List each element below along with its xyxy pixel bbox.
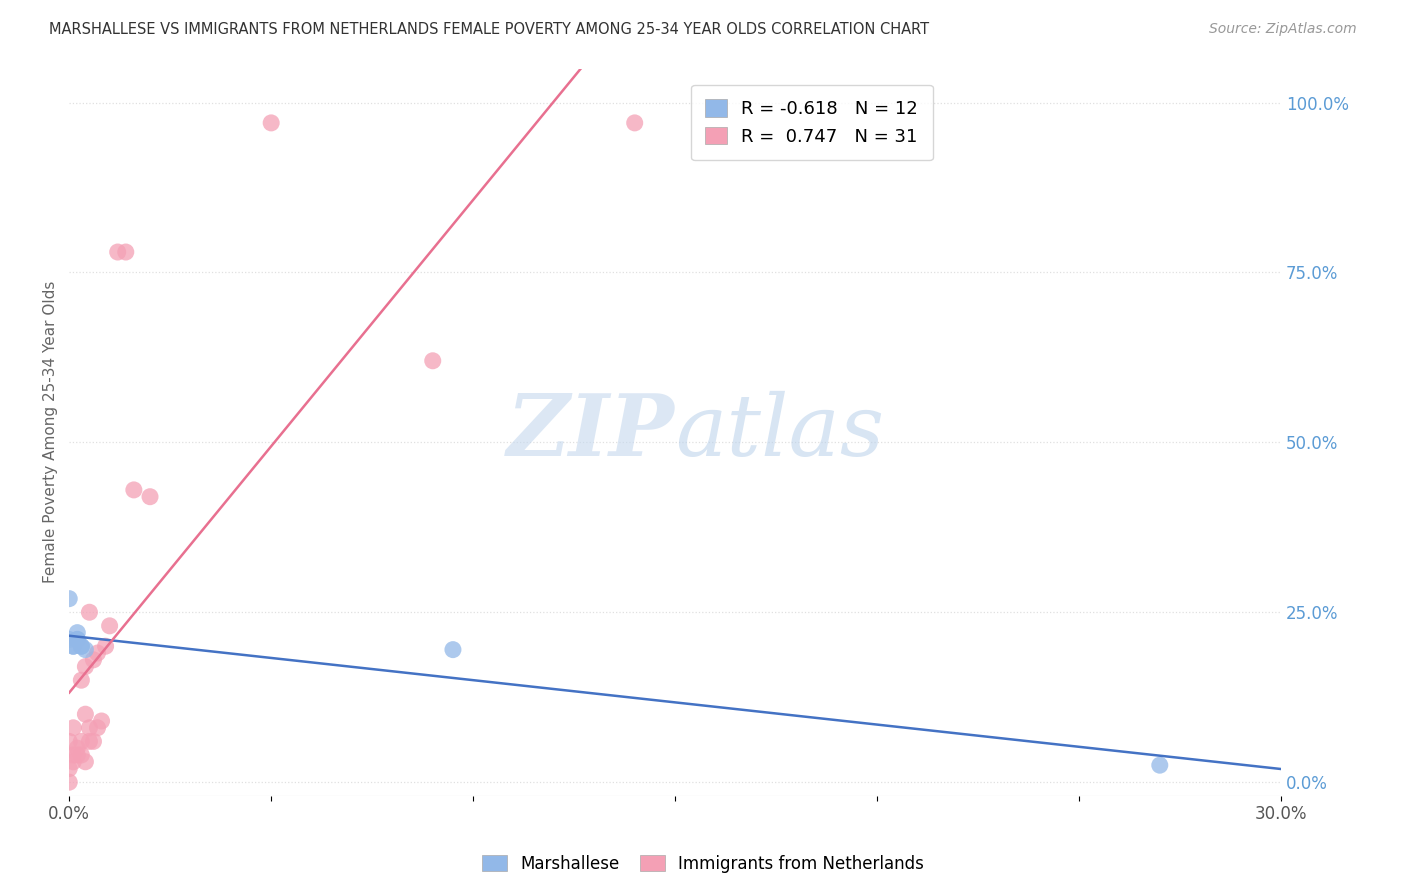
Point: [66, 632, 89, 647]
Point: [114, 245, 136, 260]
Point: [75, 755, 97, 769]
Legend: R = -0.618   N = 12, R =  0.747   N = 31: R = -0.618 N = 12, R = 0.747 N = 31: [690, 85, 932, 161]
Point: [82, 653, 104, 667]
Point: [70, 673, 93, 688]
Point: [75, 642, 97, 657]
Point: [122, 483, 145, 497]
Point: [58, 775, 80, 789]
Point: [79, 734, 101, 748]
Point: [86, 721, 108, 735]
Point: [62, 755, 84, 769]
Text: atlas: atlas: [675, 391, 884, 474]
Point: [623, 116, 645, 130]
Point: [86, 646, 108, 660]
Point: [58, 762, 80, 776]
Point: [58, 632, 80, 647]
Point: [62, 639, 84, 653]
Text: MARSHALLESE VS IMMIGRANTS FROM NETHERLANDS FEMALE POVERTY AMONG 25-34 YEAR OLDS : MARSHALLESE VS IMMIGRANTS FROM NETHERLAN…: [49, 22, 929, 37]
Point: [107, 245, 129, 260]
Point: [82, 734, 104, 748]
Point: [139, 490, 162, 504]
Point: [70, 734, 93, 748]
Text: ZIP: ZIP: [508, 391, 675, 474]
Point: [260, 116, 283, 130]
Point: [1149, 758, 1171, 772]
Point: [58, 591, 80, 606]
Point: [62, 747, 84, 762]
Point: [66, 625, 89, 640]
Point: [94, 639, 117, 653]
Y-axis label: Female Poverty Among 25-34 Year Olds: Female Poverty Among 25-34 Year Olds: [44, 281, 58, 583]
Point: [66, 632, 89, 647]
Point: [79, 605, 101, 619]
Point: [58, 734, 80, 748]
Point: [66, 747, 89, 762]
Point: [66, 741, 89, 756]
Point: [70, 639, 93, 653]
Point: [75, 707, 97, 722]
Point: [75, 659, 97, 673]
Point: [98, 619, 121, 633]
Point: [422, 353, 444, 368]
Point: [62, 639, 84, 653]
Point: [90, 714, 112, 728]
Point: [70, 747, 93, 762]
Point: [62, 721, 84, 735]
Legend: Marshallese, Immigrants from Netherlands: Marshallese, Immigrants from Netherlands: [475, 848, 931, 880]
Point: [79, 721, 101, 735]
Point: [70, 639, 93, 653]
Text: Source: ZipAtlas.com: Source: ZipAtlas.com: [1209, 22, 1357, 37]
Point: [441, 642, 464, 657]
